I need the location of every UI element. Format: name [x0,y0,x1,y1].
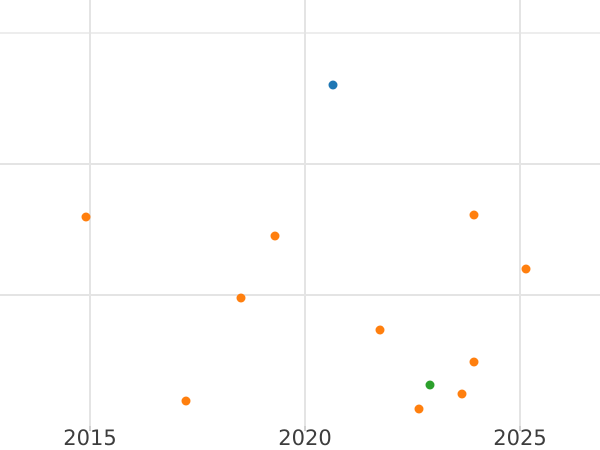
x-axis-tick [519,426,521,431]
scatter-point-orange [521,264,531,274]
horizontal-gridline [0,32,600,34]
x-axis-tick-label: 2015 [63,426,117,450]
vertical-gridline [89,0,91,426]
scatter-point-orange [181,396,191,406]
scatter-point-blue [328,80,338,90]
scatter-point-orange [375,325,385,335]
scatter-point-orange [270,231,280,241]
scatter-point-orange [469,357,479,367]
x-axis-tick [89,426,91,431]
scatter-point-green [425,380,435,390]
x-axis-tick [304,426,306,431]
scatter-point-orange [469,210,479,220]
scatter-point-orange [236,293,246,303]
scatter-point-orange [81,212,91,222]
x-axis-tick-label: 2025 [493,426,547,450]
scatter-point-orange [457,389,467,399]
x-axis-tick-label: 2020 [278,426,332,450]
vertical-gridline [304,0,306,426]
vertical-gridline [519,0,521,426]
horizontal-gridline [0,163,600,165]
horizontal-gridline [0,294,600,296]
scatter-point-orange [414,404,424,414]
